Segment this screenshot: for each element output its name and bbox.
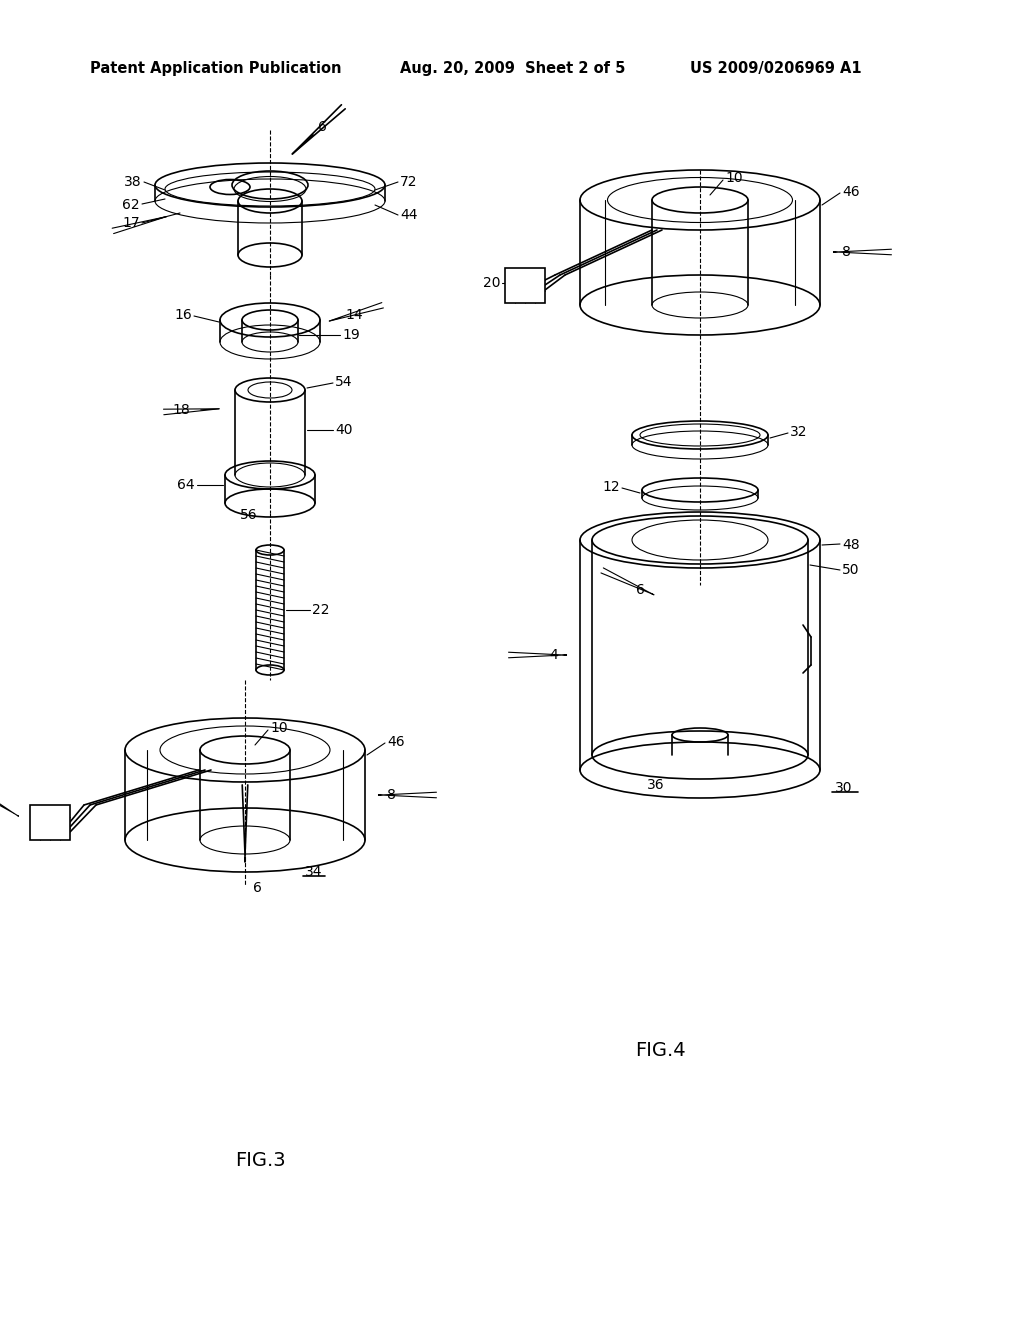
Text: 30: 30 (835, 781, 853, 795)
Text: 32: 32 (790, 425, 808, 440)
Text: 34: 34 (305, 865, 323, 879)
Text: US 2009/0206969 A1: US 2009/0206969 A1 (690, 61, 861, 75)
Text: 56: 56 (241, 508, 258, 521)
Text: 12: 12 (602, 480, 620, 494)
Text: 8: 8 (842, 246, 851, 259)
Text: 54: 54 (335, 375, 352, 389)
Text: 8: 8 (387, 788, 396, 803)
Text: 72: 72 (400, 176, 418, 189)
Text: Aug. 20, 2009  Sheet 2 of 5: Aug. 20, 2009 Sheet 2 of 5 (400, 61, 626, 75)
Text: 20: 20 (482, 276, 500, 290)
Text: 4: 4 (549, 648, 558, 663)
Text: 17: 17 (123, 216, 140, 230)
Text: 14: 14 (345, 308, 362, 322)
Text: FIG.4: FIG.4 (635, 1040, 685, 1060)
Text: FIG.3: FIG.3 (234, 1151, 286, 1170)
Text: 6: 6 (636, 583, 645, 597)
Text: 46: 46 (842, 185, 859, 199)
Text: 36: 36 (647, 777, 665, 792)
Text: 16: 16 (174, 308, 193, 322)
Text: 64: 64 (177, 478, 195, 492)
Text: 44: 44 (400, 209, 418, 222)
Text: 48: 48 (842, 539, 859, 552)
Bar (30, 805, 70, 840)
Text: Patent Application Publication: Patent Application Publication (90, 61, 341, 75)
Text: 10: 10 (270, 721, 288, 735)
Text: 18: 18 (172, 403, 190, 417)
Bar (505, 268, 545, 304)
Text: 38: 38 (124, 176, 142, 189)
Text: 6: 6 (253, 880, 262, 895)
Text: 40: 40 (335, 422, 352, 437)
Text: 22: 22 (312, 603, 330, 616)
Text: 62: 62 (123, 198, 140, 213)
Text: 10: 10 (725, 172, 742, 185)
Text: 6: 6 (317, 120, 327, 135)
Text: 19: 19 (342, 327, 359, 342)
Text: 46: 46 (387, 735, 404, 748)
Text: 50: 50 (842, 564, 859, 577)
